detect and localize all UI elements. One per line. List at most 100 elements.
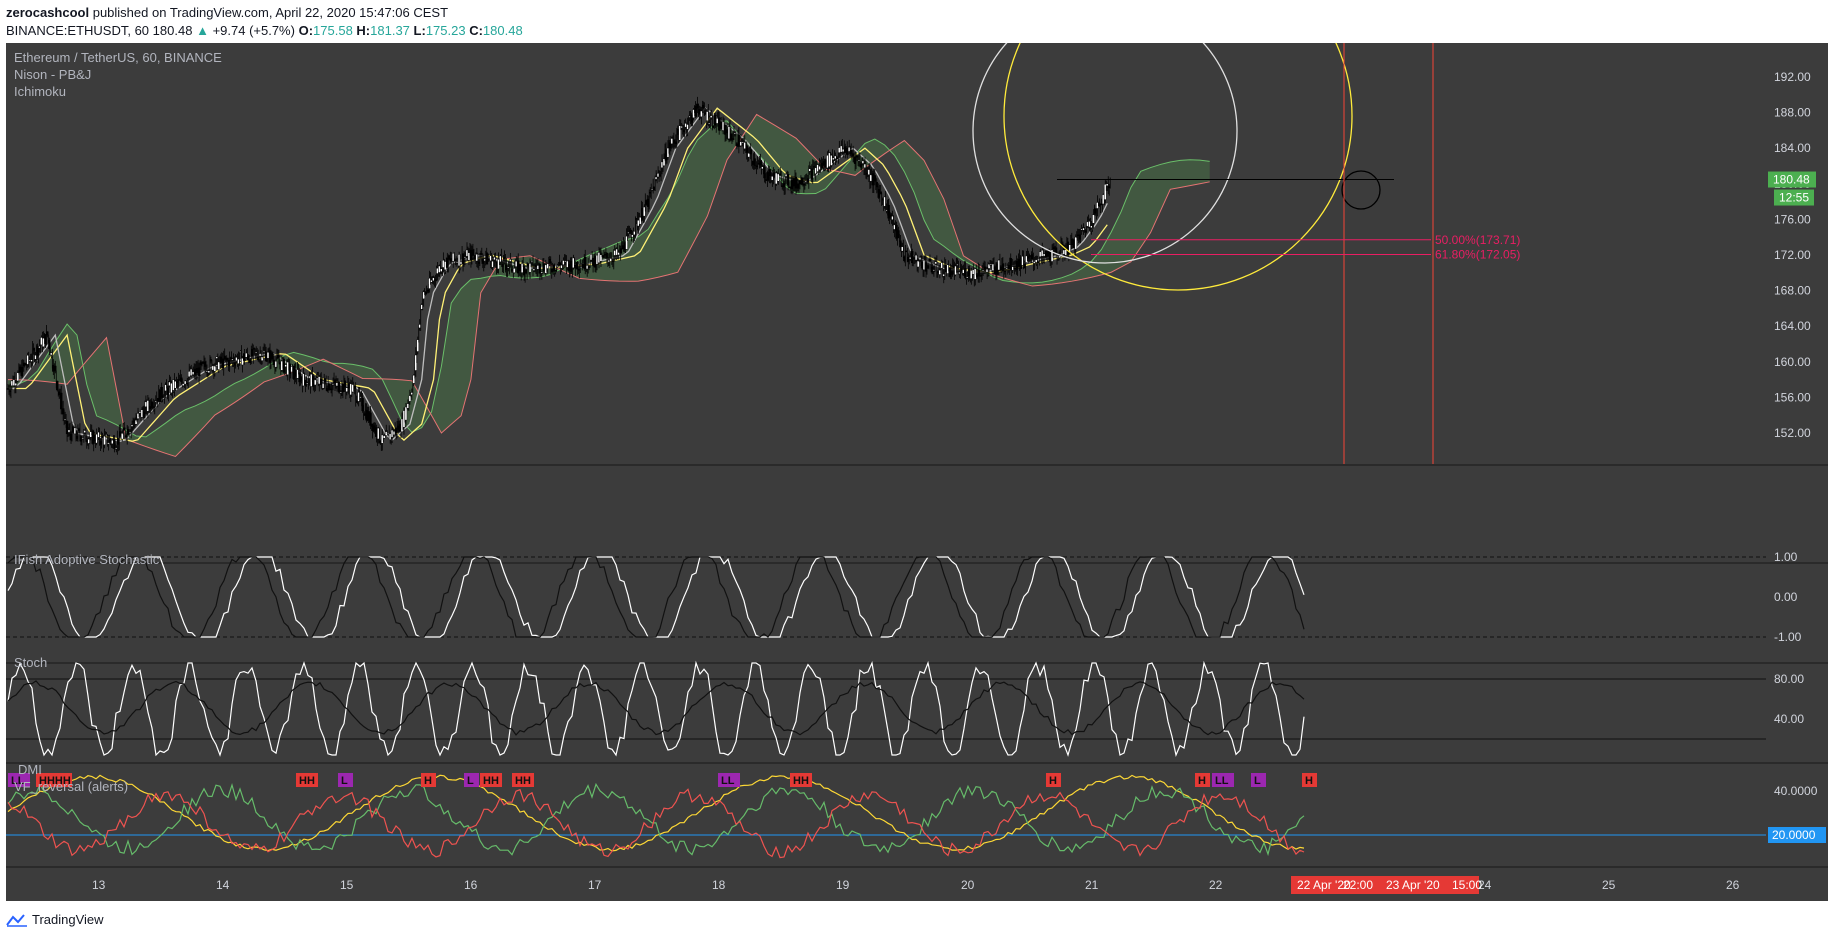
candle-body <box>375 427 378 437</box>
candle-body <box>54 365 57 372</box>
chart-text: Ethereum / TetherUS, 60, BINANCE Nison -… <box>14 50 222 794</box>
reversal-marker-label: HH <box>483 775 499 787</box>
plot-background[interactable] <box>6 43 1766 901</box>
candle-body <box>48 339 51 349</box>
stoch-tick-label: 40.00 <box>1774 712 1804 726</box>
candle-body <box>528 263 532 273</box>
dmi-pane-title: DMI <box>18 762 42 777</box>
candle-body <box>383 435 386 439</box>
candle-body <box>123 427 126 431</box>
candle-body <box>408 395 412 402</box>
author-username[interactable]: zerocashcool <box>6 5 90 20</box>
reversal-marker-label: HH <box>299 775 315 787</box>
reversal-marker <box>718 773 740 787</box>
symbol-label: BINANCE:ETHUSDT, 60 <box>6 23 150 38</box>
dmi-plus-line <box>7 782 1305 857</box>
reversal-marker-label: L <box>467 775 474 787</box>
candle-body <box>538 263 542 274</box>
fib-level-label: 61.80%(172.05) <box>1435 248 1520 262</box>
candle-body <box>916 260 920 268</box>
reversal-marker <box>790 773 812 787</box>
reversal-marker <box>1046 773 1061 787</box>
candle-body <box>1054 247 1058 253</box>
candle-body <box>412 375 416 384</box>
candle-body <box>42 337 45 347</box>
last-price-badge-text: 180.48 <box>1773 173 1810 187</box>
time-tick-label: 19 <box>836 878 850 892</box>
candle-body <box>266 352 270 359</box>
countdown-badge-text: 12:55 <box>1779 191 1809 205</box>
change-arrow-icon: ▲ <box>196 23 209 38</box>
ifish-tick-label: 0.00 <box>1774 590 1798 604</box>
low-value: 175.23 <box>425 23 466 38</box>
candle-body <box>584 256 587 270</box>
candle-body <box>16 372 20 382</box>
close-value: 180.48 <box>482 23 523 38</box>
dmi-level-badge <box>1768 827 1826 843</box>
reversal-marker <box>512 773 534 787</box>
open-value: 175.58 <box>313 23 353 38</box>
drawings: 50.00%(173.71)61.80%(172.05) <box>972 43 1520 465</box>
ichimoku-cloud <box>7 113 1210 458</box>
reversal-marker-label: H <box>1305 775 1313 787</box>
high-value: 181.37 <box>370 23 410 38</box>
time-tick-label: 14 <box>216 878 230 892</box>
candle-body <box>763 166 766 179</box>
axes: 192.00 188.00 184.00 18 0.00 176.00 172.00 168.… <box>92 70 1816 894</box>
price-tick-label: 164.00 <box>1774 319 1811 333</box>
brand-name: TradingView <box>32 912 104 927</box>
indicator-label-pbj: Nison - PB&J <box>14 67 91 82</box>
ifish-tick-label: -1.00 <box>1774 630 1802 644</box>
time-tick-label: 20 <box>961 878 975 892</box>
stoch-d-line <box>7 680 1305 736</box>
dmi-adx-line <box>7 774 1305 852</box>
time-tick-label: 13 <box>92 878 106 892</box>
candle-body <box>643 206 646 217</box>
senkou-span-a <box>7 120 1210 438</box>
fib-level-label: 50.00%(173.71) <box>1435 233 1520 247</box>
candle-body <box>605 253 609 258</box>
candle-body <box>241 358 244 366</box>
candle-body <box>1104 184 1107 200</box>
main-pane-title: Ethereum / TetherUS, 60, BINANCE <box>14 50 222 65</box>
ifish-tick-label: 1.00 <box>1774 550 1798 564</box>
price-tick-label: 184.00 <box>1774 141 1811 155</box>
candle-body <box>416 339 419 352</box>
dmi-level-badge-text: 20.0000 <box>1772 828 1816 842</box>
chart-canvas[interactable]: 50.00%(173.71)61.80%(172.05) 1.00 0.00 -1.… <box>6 43 1828 903</box>
reversal-marker-label: L <box>1254 775 1261 787</box>
chart-area[interactable]: 50.00%(173.71) 61.80%(172.05) 1.00 0.00 -1.… <box>6 43 1828 903</box>
candle-body <box>1092 214 1095 224</box>
reversal-marker-label: HHHH <box>39 775 71 787</box>
price-tick-label: 156.00 <box>1774 390 1811 404</box>
candle-body <box>134 420 138 425</box>
ifish-line-black <box>7 556 1305 638</box>
candle-body <box>777 173 780 182</box>
candle-body <box>223 355 226 360</box>
candles <box>6 96 1111 455</box>
time-tick-label: 24 <box>1478 878 1492 892</box>
time-range-badge <box>1291 876 1479 894</box>
reversal-marker-label: LL <box>721 775 735 787</box>
candle-body <box>737 134 741 147</box>
time-tick-label: 25 <box>1602 878 1616 892</box>
candle-body <box>678 125 681 141</box>
time-tick-label: 16 <box>464 878 478 892</box>
reversal-marker <box>8 773 30 787</box>
candle-body <box>920 262 924 269</box>
reversal-marker-label: LL <box>11 775 25 787</box>
price-tick-label: 172.00 <box>1774 248 1811 262</box>
candle-body <box>404 406 408 421</box>
time-tick-label: 22 <box>1209 878 1223 892</box>
close-label: C: <box>469 23 483 38</box>
reversal-marker <box>36 773 72 787</box>
candle-body <box>599 254 603 262</box>
reversal-marker <box>480 773 502 787</box>
reversal-marker <box>338 773 353 787</box>
candle-body <box>786 174 790 186</box>
reversal-marker <box>421 773 436 787</box>
footer-brand[interactable]: TradingView <box>6 912 104 927</box>
reversal-marker-label: HH <box>515 775 531 787</box>
reversal-marker-label: HH <box>793 775 809 787</box>
reversal-marker-label: L <box>341 775 348 787</box>
